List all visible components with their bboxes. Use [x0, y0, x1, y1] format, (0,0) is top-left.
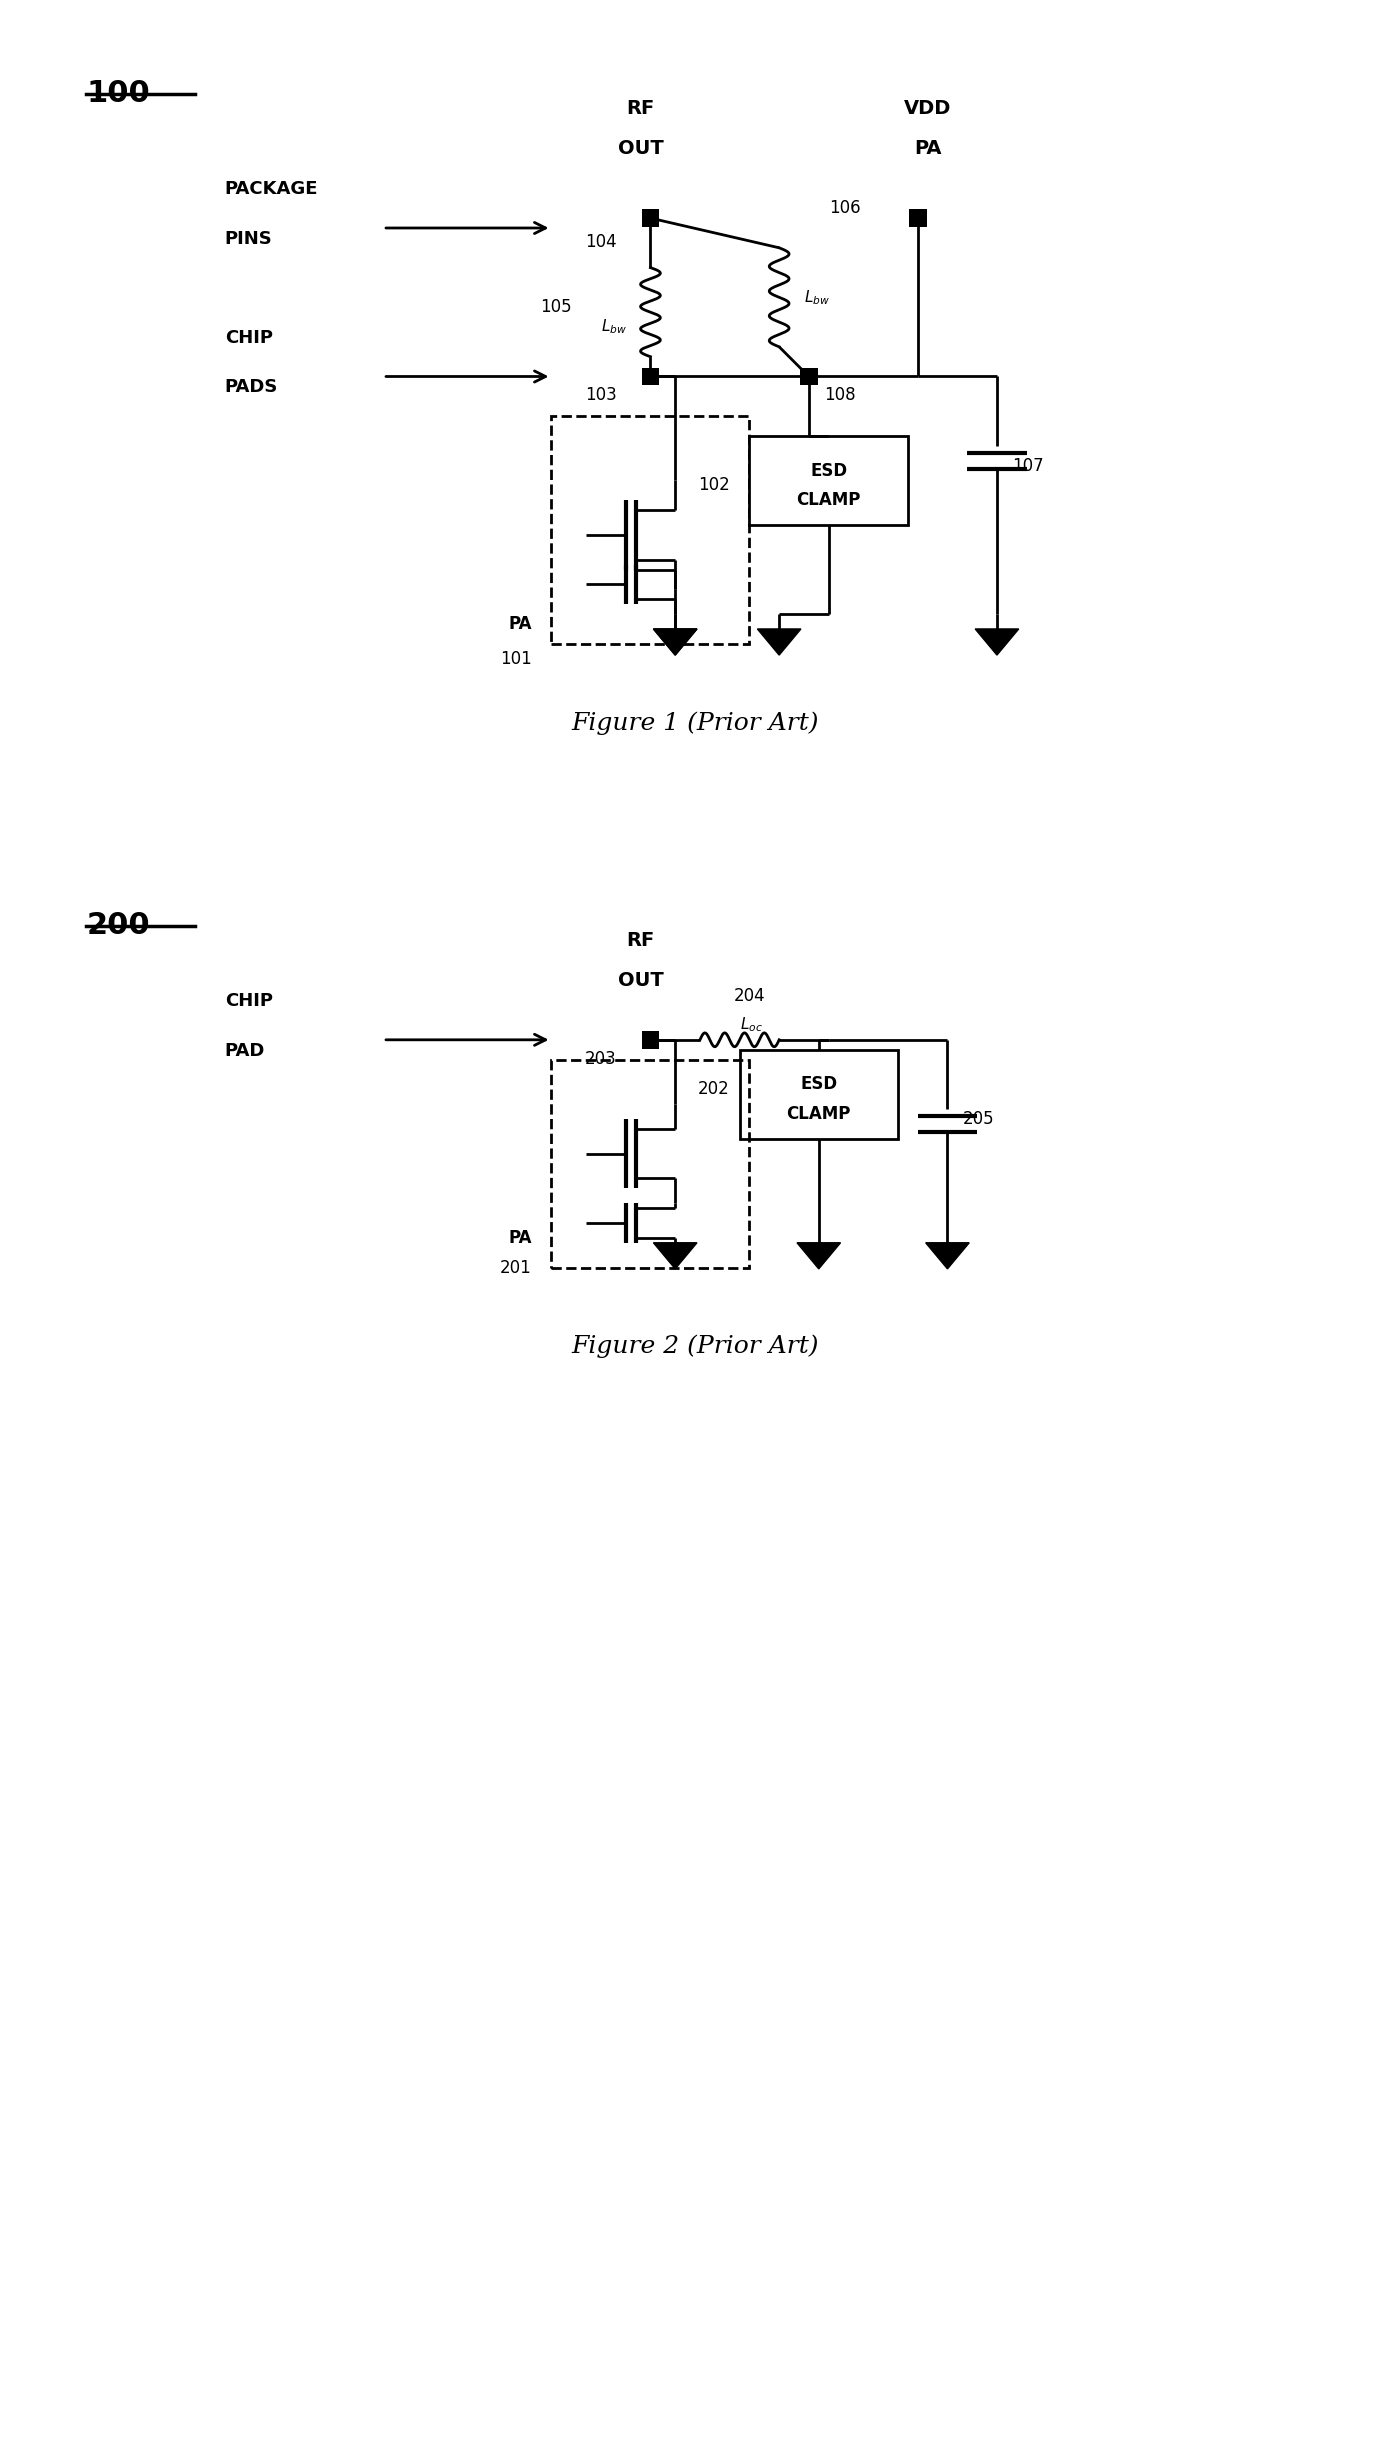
Text: CHIP: CHIP: [225, 329, 273, 346]
Polygon shape: [757, 629, 801, 656]
Polygon shape: [925, 1243, 970, 1268]
Text: ESD: ESD: [810, 461, 847, 480]
Bar: [641, 210, 659, 227]
Bar: [641, 368, 659, 385]
Text: $L_{bw}$: $L_{bw}$: [804, 288, 830, 307]
Bar: [740, 1051, 899, 1139]
Text: PADS: PADS: [225, 378, 278, 397]
Text: 101: 101: [499, 649, 531, 668]
Text: CHIP: CHIP: [225, 992, 273, 1009]
Text: 200: 200: [86, 912, 150, 941]
Text: PAD: PAD: [225, 1041, 266, 1061]
Text: VDD: VDD: [904, 100, 951, 119]
Text: 108: 108: [823, 385, 855, 405]
Text: 203: 203: [586, 1051, 616, 1068]
Text: 105: 105: [540, 297, 572, 317]
Text: 102: 102: [698, 475, 730, 495]
Text: 202: 202: [698, 1080, 730, 1097]
Bar: [750, 436, 908, 524]
Text: CLAMP: CLAMP: [786, 1104, 851, 1124]
Text: RF: RF: [626, 100, 655, 119]
Text: 107: 107: [1011, 456, 1043, 475]
Text: 103: 103: [586, 385, 616, 405]
Bar: [551, 1061, 750, 1268]
Text: PACKAGE: PACKAGE: [225, 180, 319, 197]
Text: PA: PA: [914, 139, 942, 158]
Text: PA: PA: [508, 1229, 531, 1246]
Text: ESD: ESD: [800, 1075, 837, 1092]
Text: 204: 204: [733, 987, 765, 1004]
Bar: [908, 210, 926, 227]
Text: CLAMP: CLAMP: [797, 490, 861, 510]
Polygon shape: [654, 1243, 697, 1268]
Text: OUT: OUT: [618, 139, 664, 158]
Text: Figure 1 (Prior Art): Figure 1 (Prior Art): [572, 712, 819, 734]
Text: 201: 201: [499, 1258, 531, 1278]
Text: PA: PA: [508, 614, 531, 634]
Text: PINS: PINS: [225, 229, 273, 249]
Bar: [551, 417, 750, 644]
Text: RF: RF: [626, 931, 655, 951]
Text: 104: 104: [586, 234, 616, 251]
Text: OUT: OUT: [618, 970, 664, 990]
Polygon shape: [797, 1243, 840, 1268]
Polygon shape: [975, 629, 1018, 656]
Bar: [641, 1031, 659, 1048]
Text: Figure 2 (Prior Art): Figure 2 (Prior Art): [572, 1336, 819, 1358]
Bar: [800, 368, 818, 385]
Polygon shape: [654, 629, 697, 656]
Text: $L_{bw}$: $L_{bw}$: [601, 317, 627, 336]
Text: 106: 106: [829, 200, 860, 217]
Text: 100: 100: [86, 80, 150, 110]
Text: $L_{oc}$: $L_{oc}$: [740, 1017, 762, 1034]
Polygon shape: [654, 629, 697, 656]
Text: 205: 205: [963, 1109, 995, 1129]
